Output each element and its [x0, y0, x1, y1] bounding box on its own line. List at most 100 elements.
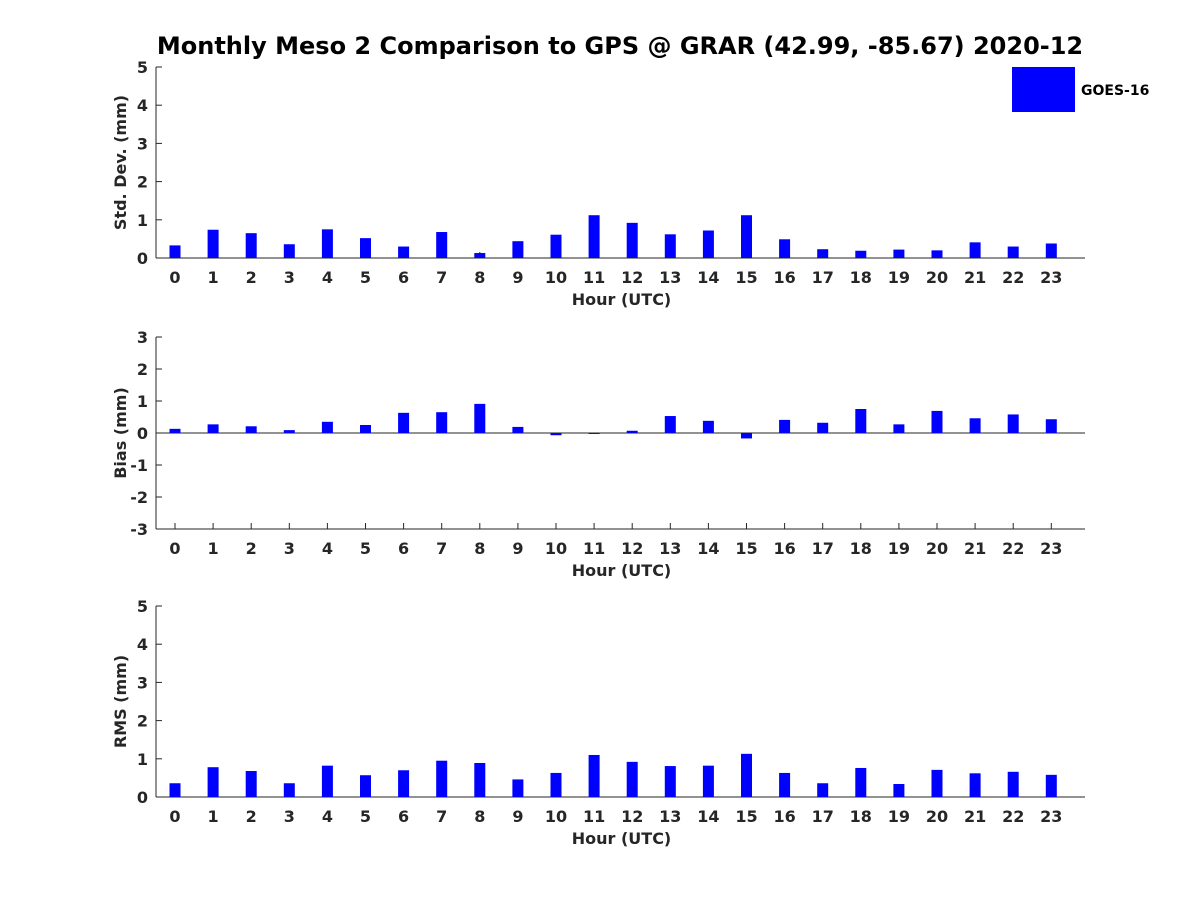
rms-bar-hour-9 — [512, 779, 524, 797]
rms-bar-hour-13 — [664, 766, 676, 797]
stddev-bar-hour-22 — [1007, 246, 1019, 258]
rms-bar-hour-8 — [474, 763, 486, 797]
stddev-x-tick-label: 17 — [812, 268, 834, 287]
rms-bar-hour-3 — [283, 783, 295, 797]
bias-y-tick-label: -3 — [130, 520, 148, 539]
rms-bar-hour-7 — [436, 760, 448, 797]
bias-x-tick-label: 8 — [474, 539, 485, 558]
rms-x-tick-label: 6 — [398, 807, 409, 826]
bias-x-axis-label: Hour (UTC) — [572, 561, 672, 580]
rms-bar-hour-16 — [779, 772, 791, 797]
bias-bar-hour-6 — [398, 412, 410, 433]
stddev-y-tick-label: 3 — [137, 134, 148, 153]
stddev-bar-hour-7 — [436, 232, 448, 258]
bias-x-tick-label: 7 — [436, 539, 447, 558]
stddev-bar-hour-0 — [169, 245, 181, 258]
rms-bar-hour-17 — [817, 783, 829, 797]
bias-bar-hour-2 — [245, 426, 257, 433]
stddev-x-tick-label: 4 — [322, 268, 333, 287]
rms-x-tick-label: 15 — [735, 807, 757, 826]
rms-bar-hour-22 — [1007, 771, 1019, 797]
rms-x-tick-label: 10 — [545, 807, 567, 826]
bias-x-tick-label: 18 — [850, 539, 872, 558]
bias-x-tick-label: 2 — [246, 539, 257, 558]
stddev-bar-hour-21 — [969, 242, 981, 258]
stddev-bar-hour-18 — [855, 250, 867, 258]
stddev-x-tick-label: 14 — [697, 268, 719, 287]
bias-x-tick-label: 12 — [621, 539, 643, 558]
bias-bar-hour-17 — [817, 422, 829, 433]
bias-x-tick-label: 21 — [964, 539, 986, 558]
bias-x-tick-label: 13 — [659, 539, 681, 558]
stddev-y-tick-label: 4 — [137, 96, 148, 115]
bias-bar-hour-21 — [969, 418, 981, 433]
stddev-bar-hour-8 — [474, 253, 486, 258]
stddev-x-tick-label: 2 — [246, 268, 257, 287]
bias-x-tick-label: 16 — [773, 539, 795, 558]
bias-x-tick-label: 1 — [208, 539, 219, 558]
rms-y-tick-label: 3 — [137, 673, 148, 692]
rms-x-tick-label: 22 — [1002, 807, 1024, 826]
stddev-x-axis-label: Hour (UTC) — [572, 290, 672, 309]
rms-bar-hour-5 — [360, 775, 371, 797]
stddev-y-tick-label: 5 — [137, 58, 148, 77]
rms-x-tick-label: 11 — [583, 807, 605, 826]
rms-x-tick-label: 9 — [512, 807, 523, 826]
rms-bar-hour-21 — [969, 773, 981, 797]
rms-x-tick-label: 3 — [284, 807, 295, 826]
stddev-bar-hour-14 — [702, 230, 714, 258]
bias-x-tick-label: 11 — [583, 539, 605, 558]
rms-bar-hour-2 — [245, 771, 257, 797]
legend: GOES-16 — [1012, 67, 1149, 112]
stddev-x-tick-label: 7 — [436, 268, 447, 287]
bias-y-tick-label: -1 — [130, 456, 148, 475]
rms-x-tick-label: 18 — [850, 807, 872, 826]
stddev-bar-hour-12 — [626, 222, 638, 258]
rms-bar-hour-4 — [321, 765, 333, 797]
stddev-x-tick-label: 12 — [621, 268, 643, 287]
rms-x-axis-label: Hour (UTC) — [572, 829, 672, 848]
rms-bar-hour-1 — [207, 767, 219, 797]
bias-x-tick-label: 3 — [284, 539, 295, 558]
bias-bar-hour-4 — [321, 421, 333, 433]
bias-bar-hour-16 — [779, 419, 791, 433]
stddev-bar-hour-13 — [664, 234, 676, 258]
rms-y-tick-label: 0 — [137, 788, 148, 807]
stddev-bar-hour-4 — [321, 229, 333, 258]
bias-x-tick-label: 9 — [512, 539, 523, 558]
bias-bar-hour-19 — [893, 424, 905, 433]
stddev-x-tick-label: 18 — [850, 268, 872, 287]
rms-x-tick-label: 0 — [169, 807, 180, 826]
stddev-x-tick-label: 21 — [964, 268, 986, 287]
rms-y-axis-label: RMS (mm) — [111, 655, 130, 748]
chart-title: Monthly Meso 2 Comparison to GPS @ GRAR … — [157, 32, 1083, 60]
rms-bar-hour-10 — [550, 772, 562, 797]
stddev-bar-hour-1 — [207, 229, 219, 258]
stddev-bar-hour-3 — [283, 244, 295, 258]
stddev-y-tick-label: 1 — [137, 211, 148, 230]
rms-x-tick-label: 17 — [812, 807, 834, 826]
bias-x-tick-label: 20 — [926, 539, 948, 558]
bias-bar-hour-3 — [283, 430, 295, 433]
bias-y-tick-label: 0 — [137, 424, 148, 443]
bias-bar-hour-11 — [588, 433, 600, 434]
rms-x-tick-label: 14 — [697, 807, 719, 826]
bias-x-tick-label: 10 — [545, 539, 567, 558]
stddev-bar-hour-17 — [817, 249, 829, 258]
bias-bar-hour-8 — [474, 403, 486, 433]
stddev-x-tick-label: 5 — [360, 268, 371, 287]
bias-bar-hour-10 — [550, 433, 562, 436]
rms-x-tick-label: 7 — [436, 807, 447, 826]
stddev-bar-hour-16 — [779, 239, 791, 258]
bias-x-tick-label: 19 — [888, 539, 910, 558]
rms-x-tick-label: 13 — [659, 807, 681, 826]
rms-bar-hour-20 — [931, 769, 943, 797]
stddev-x-tick-label: 19 — [888, 268, 910, 287]
rms-x-tick-label: 4 — [322, 807, 333, 826]
stddev-x-tick-label: 13 — [659, 268, 681, 287]
stddev-bar-hour-15 — [741, 215, 752, 258]
bias-x-tick-label: 6 — [398, 539, 409, 558]
